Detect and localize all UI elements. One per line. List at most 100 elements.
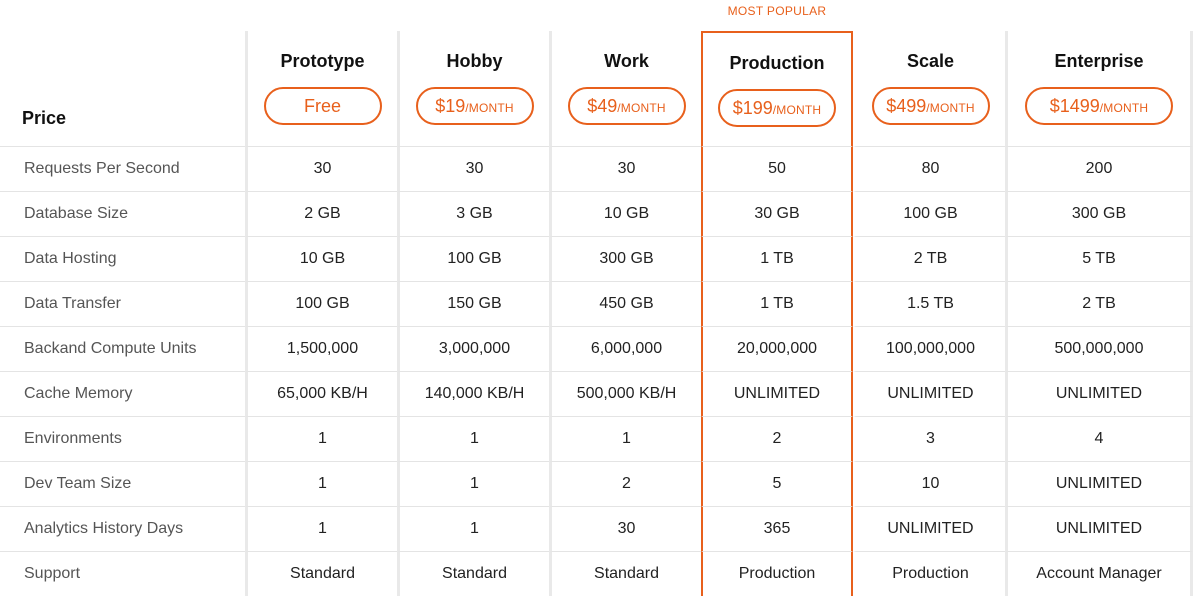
feature-value-hobby: 3 GB bbox=[397, 191, 549, 236]
feature-value-scale: 3 bbox=[853, 416, 1005, 461]
table-row: Database Size 2 GB 3 GB 10 GB 30 GB 100 GB 300… bbox=[0, 191, 1193, 236]
feature-label: Requests Per Second bbox=[0, 146, 245, 191]
table-row: Support Standard Standard Standard Productio… bbox=[0, 551, 1193, 596]
feature-value-hobby: 140,000 KB/H bbox=[397, 371, 549, 416]
feature-value-work: 2 bbox=[549, 461, 701, 506]
feature-value-production: 30 GB bbox=[701, 191, 853, 236]
price-button-work[interactable]: $49/MONTH bbox=[567, 87, 686, 125]
feature-label: Dev Team Size bbox=[0, 461, 245, 506]
feature-value-production: 5 bbox=[701, 461, 853, 506]
feature-value-prototype: 30 bbox=[245, 146, 397, 191]
price-button-prototype[interactable]: Free bbox=[263, 87, 382, 125]
feature-value-prototype: 10 GB bbox=[245, 236, 397, 281]
price-period: /MONTH bbox=[926, 101, 975, 115]
feature-value-scale: UNLIMITED bbox=[853, 506, 1005, 551]
feature-value-hobby: 3,000,000 bbox=[397, 326, 549, 371]
feature-value-scale: 1.5 TB bbox=[853, 281, 1005, 326]
price-button-hobby[interactable]: $19/MONTH bbox=[415, 87, 534, 125]
feature-value-prototype: 65,000 KB/H bbox=[245, 371, 397, 416]
feature-value-hobby: 100 GB bbox=[397, 236, 549, 281]
feature-value-production: 20,000,000 bbox=[701, 326, 853, 371]
feature-value-hobby: 150 GB bbox=[397, 281, 549, 326]
feature-value-prototype: 2 GB bbox=[245, 191, 397, 236]
plan-production: Production $199/MONTH bbox=[701, 31, 853, 146]
feature-value-production: 1 TB bbox=[701, 236, 853, 281]
feature-value-scale: 80 bbox=[853, 146, 1005, 191]
feature-value-work: 500,000 KB/H bbox=[549, 371, 701, 416]
feature-value-work: 450 GB bbox=[549, 281, 701, 326]
table-row: Data Hosting 10 GB 100 GB 300 GB 1 TB 2 TB 5 T… bbox=[0, 236, 1193, 281]
feature-value-work: 30 bbox=[549, 146, 701, 191]
table-row: Cache Memory 65,000 KB/H 140,000 KB/H 500,0… bbox=[0, 371, 1193, 416]
table-row: Dev Team Size 1 1 2 5 10 UNLIMITED bbox=[0, 461, 1193, 506]
feature-value-scale: Production bbox=[853, 551, 1005, 596]
table-row: Data Transfer 100 GB 150 GB 450 GB 1 TB 1.5 T… bbox=[0, 281, 1193, 326]
feature-value-enterprise: UNLIMITED bbox=[1005, 506, 1193, 551]
plan-name: Scale bbox=[906, 51, 955, 71]
feature-value-work: 1 bbox=[549, 416, 701, 461]
table-row: Analytics History Days 1 1 30 365 UNLIMITED UN… bbox=[0, 506, 1193, 551]
plan-header-row: Price Prototype Free Hobby $19/MONTH Wor… bbox=[0, 31, 1193, 146]
feature-value-production: 50 bbox=[701, 146, 853, 191]
price-amount: $199 bbox=[732, 98, 773, 118]
feature-value-work: 6,000,000 bbox=[549, 326, 701, 371]
feature-label: Data Hosting bbox=[0, 236, 245, 281]
plan-scale: Scale $499/MONTH bbox=[853, 31, 1005, 146]
feature-value-hobby: 1 bbox=[397, 461, 549, 506]
feature-rows: Requests Per Second 30 30 30 50 80 200 Database… bbox=[0, 146, 1193, 596]
feature-value-work: Standard bbox=[549, 551, 701, 596]
feature-value-enterprise: 200 bbox=[1005, 146, 1193, 191]
pricing-table: Price Prototype Free Hobby $19/MONTH Wor… bbox=[0, 31, 1193, 596]
feature-label: Backand Compute Units bbox=[0, 326, 245, 371]
feature-value-hobby: 1 bbox=[397, 416, 549, 461]
table-row: Backand Compute Units 1,500,000 3,000,000 6… bbox=[0, 326, 1193, 371]
feature-value-enterprise: 5 TB bbox=[1005, 236, 1193, 281]
most-popular-label: MOST POPULAR bbox=[727, 4, 827, 18]
price-period: /MONTH bbox=[465, 101, 514, 115]
feature-value-scale: 2 TB bbox=[853, 236, 1005, 281]
price-button-enterprise[interactable]: $1499/MONTH bbox=[1025, 87, 1173, 125]
price-amount: $19 bbox=[435, 96, 466, 116]
price-button-scale[interactable]: $499/MONTH bbox=[871, 87, 990, 125]
price-title: Price bbox=[22, 108, 67, 128]
feature-label: Support bbox=[0, 551, 245, 596]
feature-value-enterprise: 500,000,000 bbox=[1005, 326, 1193, 371]
feature-value-hobby: 1 bbox=[397, 506, 549, 551]
plan-work: Work $49/MONTH bbox=[549, 31, 701, 146]
price-button-production[interactable]: $199/MONTH bbox=[718, 89, 836, 127]
feature-value-production: 365 bbox=[701, 506, 853, 551]
plan-enterprise: Enterprise $1499/MONTH bbox=[1005, 31, 1193, 146]
feature-value-hobby: 30 bbox=[397, 146, 549, 191]
price-amount: $499 bbox=[886, 96, 927, 116]
plan-name: Work bbox=[604, 51, 649, 71]
feature-value-prototype: 100 GB bbox=[245, 281, 397, 326]
feature-label: Data Transfer bbox=[0, 281, 245, 326]
feature-value-production: UNLIMITED bbox=[701, 371, 853, 416]
feature-value-scale: 100,000,000 bbox=[853, 326, 1005, 371]
feature-value-work: 10 GB bbox=[549, 191, 701, 236]
feature-value-enterprise: 300 GB bbox=[1005, 191, 1193, 236]
plan-name: Enterprise bbox=[1054, 51, 1144, 71]
plan-prototype: Prototype Free bbox=[245, 31, 397, 146]
table-row: Environments 1 1 1 2 3 4 bbox=[0, 416, 1193, 461]
feature-value-prototype: 1 bbox=[245, 416, 397, 461]
feature-label: Analytics History Days bbox=[0, 506, 245, 551]
price-amount: Free bbox=[303, 96, 341, 116]
feature-value-work: 30 bbox=[549, 506, 701, 551]
feature-value-enterprise: UNLIMITED bbox=[1005, 371, 1193, 416]
table-row: Requests Per Second 30 30 30 50 80 200 bbox=[0, 146, 1193, 191]
price-period: /MONTH bbox=[1099, 101, 1149, 115]
feature-label: Cache Memory bbox=[0, 371, 245, 416]
feature-value-production: Production bbox=[701, 551, 853, 596]
plan-hobby: Hobby $19/MONTH bbox=[397, 31, 549, 146]
feature-value-production: 2 bbox=[701, 416, 853, 461]
feature-label: Environments bbox=[0, 416, 245, 461]
plan-name: Production bbox=[729, 53, 825, 73]
feature-value-prototype: 1,500,000 bbox=[245, 326, 397, 371]
feature-value-scale: 100 GB bbox=[853, 191, 1005, 236]
feature-value-enterprise: UNLIMITED bbox=[1005, 461, 1193, 506]
feature-value-prototype: Standard bbox=[245, 551, 397, 596]
feature-label: Database Size bbox=[0, 191, 245, 236]
feature-value-hobby: Standard bbox=[397, 551, 549, 596]
feature-value-work: 300 GB bbox=[549, 236, 701, 281]
